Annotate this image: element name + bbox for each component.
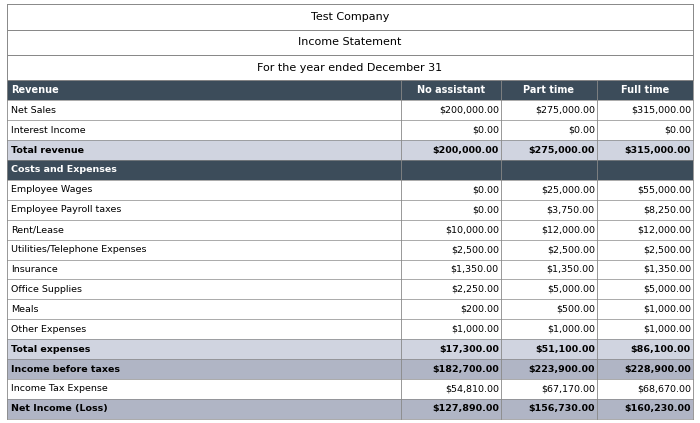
Text: $1,000.00: $1,000.00 bbox=[451, 325, 499, 334]
FancyBboxPatch shape bbox=[7, 80, 693, 100]
Text: $0.00: $0.00 bbox=[472, 205, 499, 214]
Text: $2,500.00: $2,500.00 bbox=[643, 245, 691, 254]
Text: $228,900.00: $228,900.00 bbox=[624, 365, 691, 374]
Text: Employee Payroll taxes: Employee Payroll taxes bbox=[11, 205, 122, 214]
Text: $223,900.00: $223,900.00 bbox=[528, 365, 595, 374]
Text: $200,000.00: $200,000.00 bbox=[439, 106, 499, 115]
FancyBboxPatch shape bbox=[7, 160, 693, 180]
Text: $275,000.00: $275,000.00 bbox=[528, 146, 595, 154]
Text: $12,000.00: $12,000.00 bbox=[541, 225, 595, 234]
FancyBboxPatch shape bbox=[7, 220, 693, 239]
FancyBboxPatch shape bbox=[7, 319, 693, 339]
FancyBboxPatch shape bbox=[7, 379, 693, 399]
Text: Interest Income: Interest Income bbox=[11, 126, 86, 135]
Text: $51,100.00: $51,100.00 bbox=[535, 345, 595, 354]
Text: $5,000.00: $5,000.00 bbox=[643, 285, 691, 294]
Text: $17,300.00: $17,300.00 bbox=[439, 345, 499, 354]
Text: Net Sales: Net Sales bbox=[11, 106, 56, 115]
FancyBboxPatch shape bbox=[7, 260, 693, 280]
FancyBboxPatch shape bbox=[7, 299, 693, 319]
Text: Income before taxes: Income before taxes bbox=[11, 365, 120, 374]
FancyBboxPatch shape bbox=[7, 100, 693, 120]
Text: Income Statement: Income Statement bbox=[298, 37, 402, 47]
Text: $0.00: $0.00 bbox=[664, 126, 691, 135]
Text: $200,000.00: $200,000.00 bbox=[433, 146, 499, 154]
Text: Rent/Lease: Rent/Lease bbox=[11, 225, 64, 234]
Text: $1,000.00: $1,000.00 bbox=[643, 325, 691, 334]
FancyBboxPatch shape bbox=[7, 339, 693, 359]
Text: $67,170.00: $67,170.00 bbox=[541, 385, 595, 393]
Text: $200.00: $200.00 bbox=[460, 305, 499, 314]
FancyBboxPatch shape bbox=[7, 200, 693, 220]
Text: Income Tax Expense: Income Tax Expense bbox=[11, 385, 108, 393]
Text: Net Income (Loss): Net Income (Loss) bbox=[11, 404, 108, 413]
Text: For the year ended December 31: For the year ended December 31 bbox=[258, 63, 442, 73]
Text: $12,000.00: $12,000.00 bbox=[637, 225, 691, 234]
Text: Full time: Full time bbox=[621, 85, 669, 95]
FancyBboxPatch shape bbox=[7, 180, 693, 200]
Text: Employee Wages: Employee Wages bbox=[11, 185, 92, 194]
Text: $55,000.00: $55,000.00 bbox=[637, 185, 691, 194]
Text: Part time: Part time bbox=[524, 85, 575, 95]
Text: $1,350.00: $1,350.00 bbox=[643, 265, 691, 274]
Text: Revenue: Revenue bbox=[11, 85, 59, 95]
Text: Total revenue: Total revenue bbox=[11, 146, 84, 154]
Text: $182,700.00: $182,700.00 bbox=[432, 365, 499, 374]
FancyBboxPatch shape bbox=[7, 399, 693, 419]
Text: $1,000.00: $1,000.00 bbox=[547, 325, 595, 334]
Text: $315,000.00: $315,000.00 bbox=[631, 106, 691, 115]
Text: $156,730.00: $156,730.00 bbox=[528, 404, 595, 413]
FancyBboxPatch shape bbox=[7, 55, 693, 80]
Text: $5,000.00: $5,000.00 bbox=[547, 285, 595, 294]
Text: Utilities/Telephone Expenses: Utilities/Telephone Expenses bbox=[11, 245, 147, 254]
Text: $275,000.00: $275,000.00 bbox=[535, 106, 595, 115]
FancyBboxPatch shape bbox=[7, 140, 693, 160]
Text: Test Company: Test Company bbox=[311, 12, 389, 22]
FancyBboxPatch shape bbox=[7, 30, 693, 55]
Text: Other Expenses: Other Expenses bbox=[11, 325, 87, 334]
Text: $8,250.00: $8,250.00 bbox=[643, 205, 691, 214]
Text: $160,230.00: $160,230.00 bbox=[624, 404, 691, 413]
Text: $3,750.00: $3,750.00 bbox=[547, 205, 595, 214]
Text: $10,000.00: $10,000.00 bbox=[444, 225, 499, 234]
Text: $127,890.00: $127,890.00 bbox=[432, 404, 499, 413]
Text: Meals: Meals bbox=[11, 305, 38, 314]
Text: $1,000.00: $1,000.00 bbox=[643, 305, 691, 314]
Text: $0.00: $0.00 bbox=[472, 126, 499, 135]
Text: $1,350.00: $1,350.00 bbox=[451, 265, 499, 274]
FancyBboxPatch shape bbox=[7, 239, 693, 260]
Text: $68,670.00: $68,670.00 bbox=[637, 385, 691, 393]
Text: $0.00: $0.00 bbox=[472, 185, 499, 194]
Text: $2,500.00: $2,500.00 bbox=[451, 245, 499, 254]
Text: $315,000.00: $315,000.00 bbox=[624, 146, 691, 154]
Text: $500.00: $500.00 bbox=[556, 305, 595, 314]
Text: $25,000.00: $25,000.00 bbox=[541, 185, 595, 194]
FancyBboxPatch shape bbox=[7, 4, 693, 30]
Text: Total expenses: Total expenses bbox=[11, 345, 90, 354]
FancyBboxPatch shape bbox=[7, 120, 693, 140]
FancyBboxPatch shape bbox=[7, 359, 693, 379]
Text: No assistant: No assistant bbox=[417, 85, 485, 95]
FancyBboxPatch shape bbox=[7, 280, 693, 299]
Text: $1,350.00: $1,350.00 bbox=[547, 265, 595, 274]
Text: $2,500.00: $2,500.00 bbox=[547, 245, 595, 254]
Text: $86,100.00: $86,100.00 bbox=[631, 345, 691, 354]
Text: $2,250.00: $2,250.00 bbox=[451, 285, 499, 294]
Text: Office Supplies: Office Supplies bbox=[11, 285, 82, 294]
Text: $54,810.00: $54,810.00 bbox=[444, 385, 499, 393]
Text: Insurance: Insurance bbox=[11, 265, 58, 274]
Text: Costs and Expenses: Costs and Expenses bbox=[11, 165, 117, 174]
Text: $0.00: $0.00 bbox=[568, 126, 595, 135]
